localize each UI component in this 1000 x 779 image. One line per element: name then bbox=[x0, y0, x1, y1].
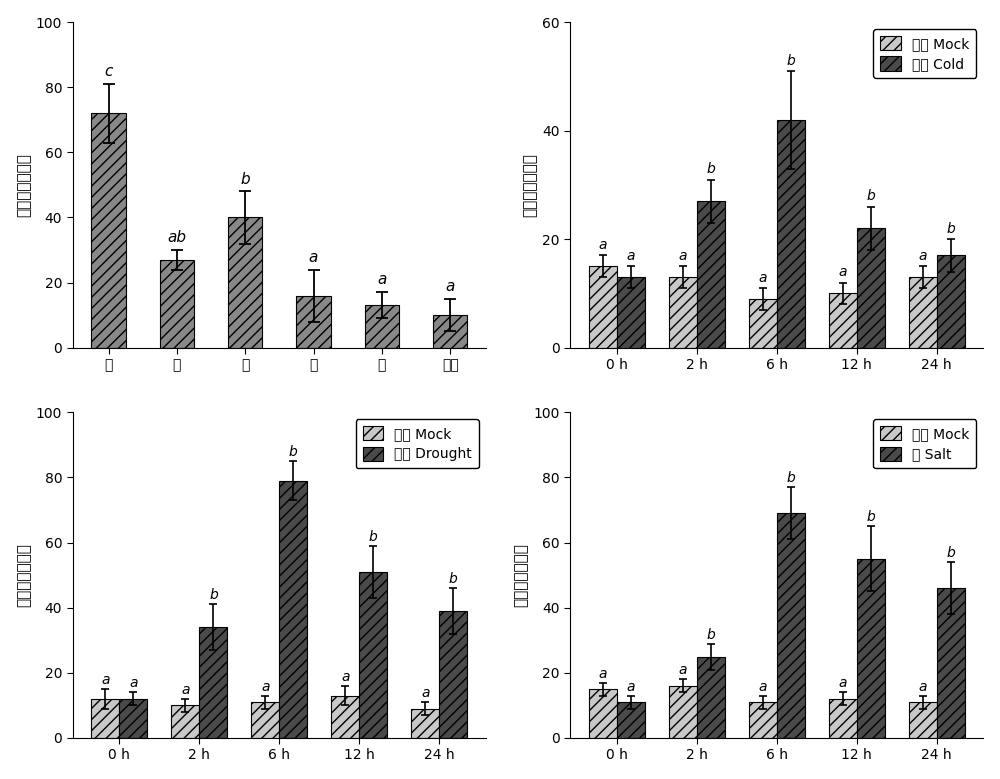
Text: b: b bbox=[706, 628, 715, 642]
Bar bbox=[617, 702, 645, 738]
Text: a: a bbox=[838, 676, 847, 690]
Text: a: a bbox=[758, 679, 767, 693]
Legend: 对照 Mock, 干旱 Drought: 对照 Mock, 干旱 Drought bbox=[356, 419, 479, 468]
Y-axis label: 基因相对表达量: 基因相对表达量 bbox=[523, 153, 538, 217]
Bar bbox=[617, 277, 645, 347]
Text: b: b bbox=[786, 54, 795, 68]
Text: b: b bbox=[369, 530, 378, 544]
Text: a: a bbox=[101, 673, 110, 687]
Bar bbox=[433, 315, 467, 347]
Text: b: b bbox=[946, 546, 955, 560]
Bar bbox=[411, 709, 439, 738]
Bar bbox=[669, 277, 697, 347]
Bar bbox=[829, 294, 857, 347]
Bar bbox=[909, 277, 937, 347]
Bar bbox=[439, 611, 467, 738]
Text: ab: ab bbox=[167, 230, 186, 245]
Text: a: a bbox=[838, 266, 847, 280]
Bar bbox=[749, 299, 777, 347]
Bar bbox=[331, 696, 359, 738]
Text: a: a bbox=[626, 249, 635, 263]
Bar bbox=[669, 686, 697, 738]
Bar bbox=[857, 559, 885, 738]
Bar bbox=[228, 217, 262, 347]
Y-axis label: 基因相对表达量: 基因相对表达量 bbox=[514, 543, 529, 607]
Text: c: c bbox=[104, 64, 113, 79]
Bar bbox=[937, 588, 965, 738]
Bar bbox=[119, 699, 147, 738]
Text: b: b bbox=[866, 510, 875, 524]
Text: a: a bbox=[598, 667, 607, 681]
Bar bbox=[749, 702, 777, 738]
Text: b: b bbox=[786, 471, 795, 485]
Text: b: b bbox=[866, 189, 875, 203]
Bar bbox=[359, 572, 387, 738]
Bar bbox=[365, 305, 399, 347]
Bar bbox=[199, 627, 227, 738]
Bar bbox=[251, 702, 279, 738]
Bar bbox=[909, 702, 937, 738]
Text: b: b bbox=[449, 573, 458, 587]
Bar bbox=[279, 481, 307, 738]
Text: a: a bbox=[918, 249, 927, 263]
Y-axis label: 基因相对表达量: 基因相对表达量 bbox=[17, 543, 32, 607]
Bar bbox=[296, 296, 331, 347]
Bar bbox=[91, 113, 126, 347]
Bar bbox=[697, 657, 725, 738]
Text: a: a bbox=[309, 250, 318, 265]
Text: a: a bbox=[261, 679, 270, 693]
Y-axis label: 基因相对表达量: 基因相对表达量 bbox=[17, 153, 32, 217]
Bar bbox=[160, 260, 194, 347]
Text: a: a bbox=[678, 249, 687, 263]
Bar bbox=[697, 201, 725, 347]
Text: a: a bbox=[678, 664, 687, 678]
Legend: 对照 Mock, 盐 Salt: 对照 Mock, 盐 Salt bbox=[873, 419, 976, 468]
Bar bbox=[171, 705, 199, 738]
Legend: 对照 Mock, 低温 Cold: 对照 Mock, 低温 Cold bbox=[873, 29, 976, 78]
Text: b: b bbox=[289, 446, 298, 460]
Bar bbox=[589, 689, 617, 738]
Text: a: a bbox=[626, 679, 635, 693]
Text: a: a bbox=[377, 273, 387, 287]
Text: a: a bbox=[758, 271, 767, 285]
Text: b: b bbox=[706, 162, 715, 176]
Bar bbox=[91, 699, 119, 738]
Bar bbox=[589, 266, 617, 347]
Text: a: a bbox=[181, 683, 190, 697]
Text: b: b bbox=[209, 588, 218, 602]
Text: a: a bbox=[446, 279, 455, 294]
Text: a: a bbox=[918, 679, 927, 693]
Bar bbox=[937, 256, 965, 347]
Bar bbox=[777, 120, 805, 347]
Text: a: a bbox=[341, 670, 350, 684]
Text: a: a bbox=[129, 676, 138, 690]
Text: b: b bbox=[240, 171, 250, 187]
Text: a: a bbox=[598, 238, 607, 252]
Bar bbox=[857, 228, 885, 347]
Bar bbox=[829, 699, 857, 738]
Bar bbox=[777, 513, 805, 738]
Text: a: a bbox=[421, 686, 430, 700]
Text: b: b bbox=[946, 222, 955, 236]
